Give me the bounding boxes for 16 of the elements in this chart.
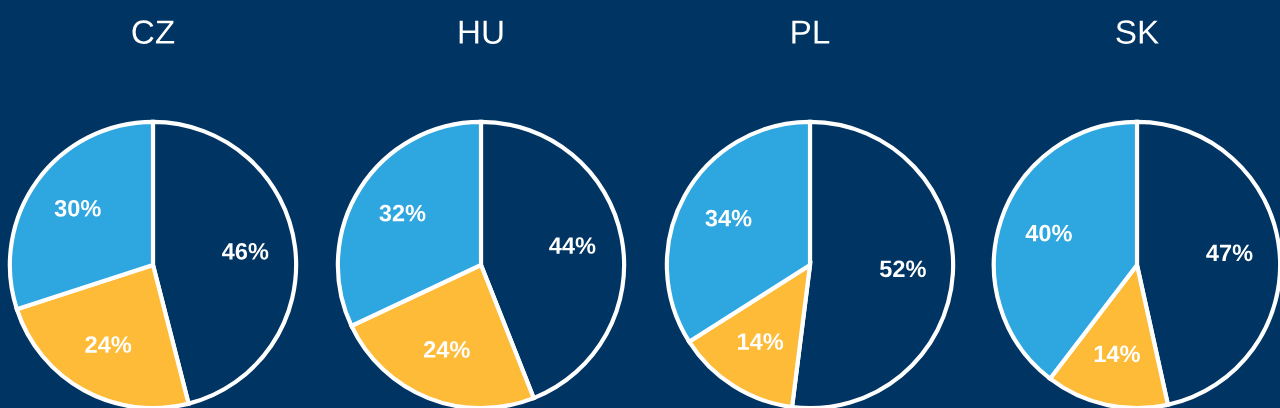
chart-title: PL <box>792 20 830 44</box>
data-label: 46% <box>222 242 269 260</box>
chart-title: SK <box>1116 20 1159 44</box>
data-label: 14% <box>1094 345 1140 363</box>
chart-title: CZ <box>132 20 175 44</box>
data-label: 24% <box>423 341 470 358</box>
data-label: 40% <box>1025 224 1072 242</box>
data-label: 24% <box>85 336 132 353</box>
data-label: 30% <box>54 199 101 217</box>
data-label: 52% <box>879 260 926 278</box>
data-label: 47% <box>1206 244 1253 262</box>
data-label: 34% <box>705 209 752 227</box>
chart-title: HU <box>459 20 503 44</box>
data-label: 14% <box>738 333 784 350</box>
data-label: 44% <box>549 237 596 254</box>
data-label: 32% <box>379 204 426 222</box>
